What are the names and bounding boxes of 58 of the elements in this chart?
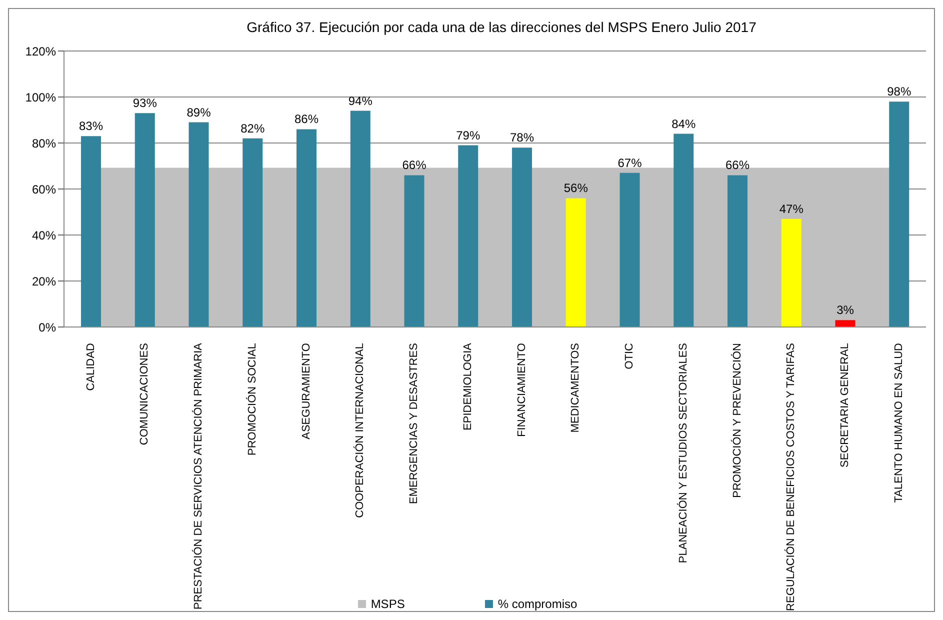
data-label: 82% xyxy=(240,121,265,136)
legend-label: % compromiso xyxy=(496,597,578,611)
x-tick-label: TALENTO HUMANO EN SALUD xyxy=(892,342,905,503)
x-tick-label: PROMOCIÓN SOCIAL xyxy=(245,343,258,456)
data-label: 66% xyxy=(725,158,750,172)
bar xyxy=(458,145,478,327)
x-tick-label: CALIDAD xyxy=(84,342,97,391)
bar xyxy=(134,113,155,327)
bar xyxy=(889,102,910,327)
legend-label: MSPS xyxy=(370,597,405,611)
bar xyxy=(674,134,694,327)
x-tick-label: OTIC xyxy=(624,342,636,370)
data-label: 78% xyxy=(510,130,534,145)
x-tick-label: FINANCIAMIENTO xyxy=(516,342,528,437)
x-tick-label: ASEGURAMIENTO xyxy=(300,342,312,440)
bar xyxy=(404,175,424,327)
bar xyxy=(350,110,370,327)
data-label: 67% xyxy=(618,156,642,170)
x-tick-label: SECRETARIA GENERAL xyxy=(839,343,852,468)
data-label: 79% xyxy=(456,128,480,142)
data-label: 94% xyxy=(348,94,373,108)
data-label: 84% xyxy=(672,116,696,131)
data-label: 3% xyxy=(836,303,854,318)
x-tick-label: PLANEACIÓN Y ESTUDIOS SECTORIALES xyxy=(676,343,690,564)
data-label: 86% xyxy=(294,112,319,126)
x-tick-label: COMUNICACIONES xyxy=(138,343,151,446)
x-tick-label: PROMOCIÓN Y PREVENCIÓN xyxy=(730,342,744,498)
x-tick-label: PRESTACIÓN DE SERVICIOS ATENCIÓN PRIMARIA xyxy=(192,342,205,610)
data-label: 47% xyxy=(779,202,804,216)
y-tick-label: 40% xyxy=(32,228,56,242)
data-label: 89% xyxy=(186,105,212,120)
x-tick-label: EPIDEMIOLOGIA xyxy=(462,342,474,430)
x-tick-label: COOPERACIÓN INTERNACIONAL xyxy=(353,343,366,518)
y-tick-label: 0% xyxy=(38,320,56,334)
bar xyxy=(566,198,586,327)
y-tick-label: 20% xyxy=(32,274,56,288)
bar xyxy=(188,122,209,327)
y-tick-label: 60% xyxy=(32,182,56,196)
chart-title: Gráfico 37. Ejecución por cada una de las direcciones del MSPS Enero Julio 2017 xyxy=(246,18,758,37)
x-tick-label: REGULACIÓN DE BENEFICIOS COSTOS Y TARIFAS xyxy=(784,343,798,611)
x-tick-label: MEDICAMENTOS xyxy=(570,343,582,433)
bar xyxy=(781,218,802,327)
y-tick-label: 100% xyxy=(25,90,56,104)
bar xyxy=(835,320,856,327)
bar xyxy=(242,138,263,327)
x-tick-label: EMERGENCIAS Y DESASTRES xyxy=(408,343,420,504)
bar xyxy=(728,175,748,327)
data-label: 93% xyxy=(132,96,158,110)
data-label: 56% xyxy=(564,181,588,196)
bar xyxy=(620,172,640,327)
bar xyxy=(81,136,101,327)
y-tick-label: 80% xyxy=(32,136,56,150)
bar xyxy=(512,148,532,327)
data-label: 98% xyxy=(887,84,912,99)
data-label: 66% xyxy=(402,158,427,172)
bar xyxy=(296,129,316,327)
data-label: 83% xyxy=(78,119,104,134)
y-tick-label: 120% xyxy=(25,44,56,58)
